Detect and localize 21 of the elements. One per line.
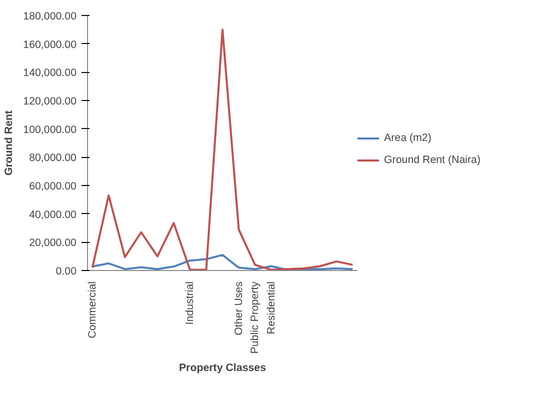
x-tick-label: Industrial [184,281,196,325]
legend-label: Ground Rent (Naira) [384,154,481,166]
line-series [91,28,354,270]
y-tick-label: 60,000.00 [29,180,77,192]
y-tick-label: 140,000.00 [23,67,77,80]
legend-label: Area (m2) [384,132,432,144]
line-series [91,254,354,270]
y-tick-label: 80,000.00 [29,152,77,164]
y-tick-label: 40,000.00 [29,208,77,221]
y-axis-title: Ground Rent [3,110,16,176]
x-tick-label: Commercial [86,281,98,338]
y-tick-label: 120,000.00 [23,96,77,108]
x-tick-label: Other Uses [232,282,245,336]
x-tick-label: Residential [265,281,278,334]
y-tick-label: 20,000.00 [29,237,77,250]
y-tick-label: 0.00 [56,266,77,278]
y-tick-label: 180,000.00 [23,10,77,22]
y-tick-label: 160,000.00 [23,38,77,51]
x-tick-label: Public Property [249,280,262,354]
y-tick-label: 100,000.00 [23,124,77,136]
x-axis-title: Property Classes [178,362,266,374]
